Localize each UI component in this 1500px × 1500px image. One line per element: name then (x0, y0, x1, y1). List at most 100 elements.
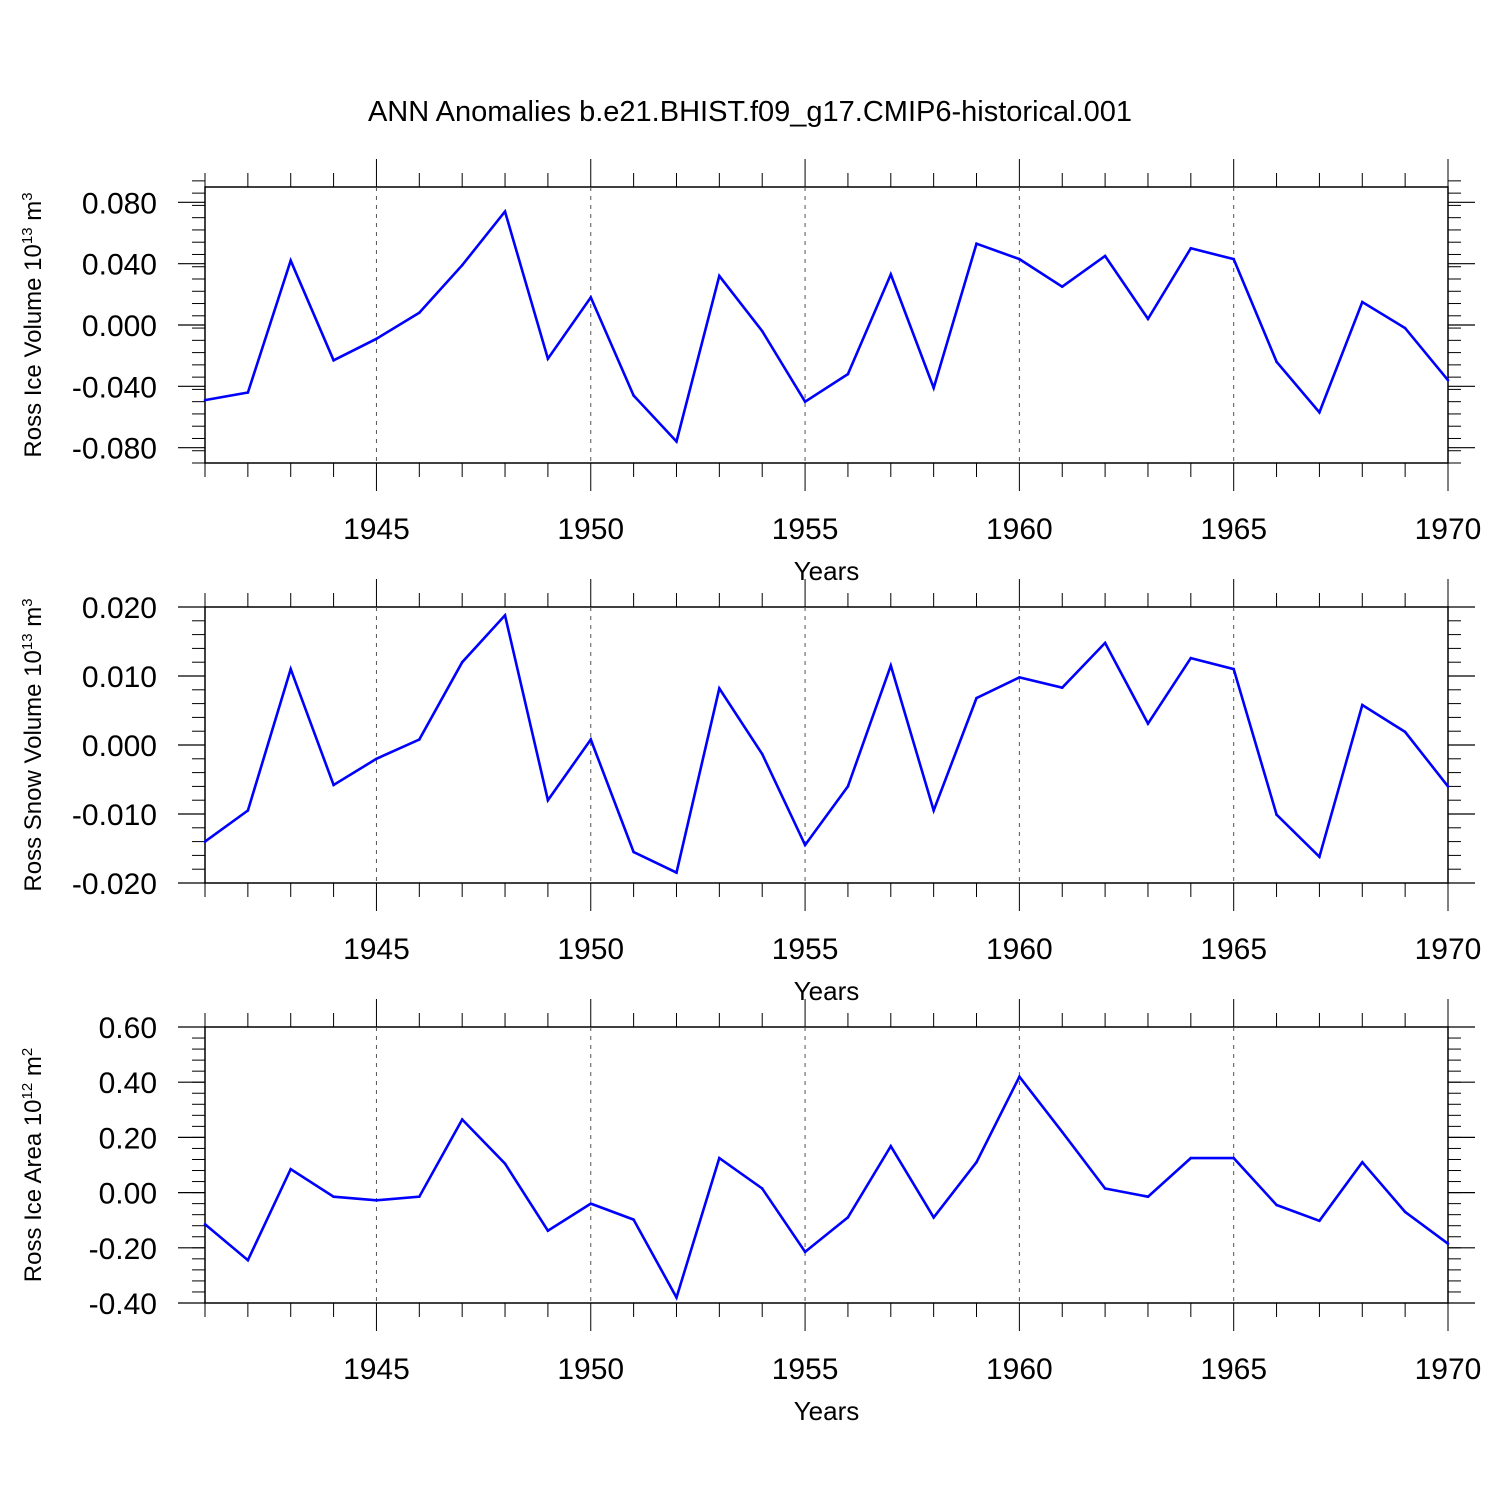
x-tick-label: 1945 (343, 513, 410, 546)
data-point (546, 357, 550, 361)
data-point (718, 1156, 721, 1160)
data-point (246, 391, 250, 394)
data-point (203, 1223, 207, 1226)
data-point (1103, 641, 1107, 645)
data-point (418, 738, 421, 741)
chart-title: ANN Anomalies b.e21.BHIST.f09_g17.CMIP6-… (367, 96, 1133, 128)
y-tick-label: 0.000 (82, 730, 157, 763)
data-point (418, 311, 421, 315)
x-tick-label: 1950 (557, 933, 624, 966)
y-tick-label: 0.020 (82, 592, 157, 625)
data-point (546, 1229, 550, 1232)
data-point (932, 1216, 935, 1219)
data-point (375, 337, 378, 341)
data-point (975, 1160, 978, 1164)
data-point (1189, 1156, 1193, 1160)
series-line (204, 208, 1450, 445)
x-axis-label: Years (794, 556, 860, 586)
data-point (760, 329, 764, 333)
y-tick-label: 0.00 (99, 1178, 157, 1211)
data-point (1189, 247, 1193, 250)
y-tick-label: 0.040 (82, 249, 157, 282)
data-point (932, 386, 935, 390)
data-point (1360, 1160, 1364, 1164)
x-tick-label: 1950 (557, 1353, 624, 1386)
data-point (1146, 317, 1150, 321)
data-point (589, 1202, 593, 1205)
data-point (846, 372, 850, 376)
data-point (546, 798, 550, 802)
data-point (332, 1195, 335, 1199)
data-point (1360, 300, 1364, 304)
data-point (803, 843, 807, 847)
y-tick-label: -0.020 (72, 868, 157, 901)
data-point (289, 1167, 293, 1171)
data-point (203, 840, 207, 843)
data-point (846, 785, 850, 788)
y-tick-label: 0.010 (82, 661, 157, 694)
data-point (1018, 676, 1021, 679)
x-tick-label: 1965 (1200, 1353, 1267, 1386)
x-tick-label: 1960 (986, 933, 1053, 966)
data-point (975, 242, 978, 246)
x-tick-label: 1970 (1415, 513, 1482, 546)
y-tick-label: 0.60 (99, 1012, 157, 1045)
data-point (1403, 730, 1407, 734)
data-point (246, 1258, 250, 1262)
data-point (889, 664, 893, 667)
data-point (375, 1199, 378, 1202)
data-point (1060, 1130, 1064, 1134)
data-point (1103, 254, 1107, 258)
data-point (889, 273, 893, 276)
data-point (1403, 326, 1407, 330)
x-tick-label: 1955 (772, 933, 839, 966)
data-point (760, 1187, 764, 1190)
data-point (1232, 257, 1235, 261)
data-point (503, 1162, 507, 1165)
y-tick-label: -0.20 (89, 1233, 157, 1266)
data-point (1232, 1156, 1235, 1160)
x-tick-label: 1955 (772, 1353, 839, 1386)
y-axis-label: Ross Ice Volume 1013 m3 (19, 192, 47, 457)
x-tick-label: 1955 (772, 513, 839, 546)
data-point (1275, 813, 1278, 816)
data-point (332, 358, 335, 362)
data-point (460, 1118, 464, 1121)
data-point (289, 667, 293, 671)
data-point (418, 1195, 421, 1199)
series-line (204, 1074, 1449, 1301)
y-axis-label: Ross Ice Area 1012 m2 (19, 1048, 47, 1282)
data-point (803, 400, 807, 403)
y-tick-label: 0.000 (82, 310, 157, 343)
x-axis-label: Years (794, 976, 860, 1006)
data-point (1318, 855, 1321, 859)
y-tick-label: 0.20 (99, 1122, 157, 1155)
data-point (375, 757, 378, 761)
data-point (1103, 1187, 1107, 1190)
data-point (589, 296, 593, 299)
data-point (460, 660, 464, 664)
x-tick-label: 1960 (986, 513, 1053, 546)
data-point (760, 752, 764, 756)
data-point (1060, 285, 1064, 288)
data-point (1275, 1203, 1278, 1207)
y-tick-label: -0.040 (72, 371, 157, 404)
y-tick-label: 0.080 (82, 187, 157, 220)
x-tick-label: 1965 (1200, 513, 1267, 546)
data-point (1018, 1075, 1021, 1078)
y-tick-label: 0.40 (99, 1067, 157, 1100)
plot-frame (204, 1026, 1449, 1304)
data-point (1275, 360, 1278, 364)
data-point (675, 440, 678, 443)
data-point (1446, 1242, 1450, 1245)
data-point (846, 1216, 850, 1219)
x-tick-label: 1945 (343, 1353, 410, 1386)
data-point (1446, 378, 1450, 382)
data-point (1403, 1210, 1407, 1214)
data-point (1060, 686, 1064, 690)
data-point (1318, 411, 1321, 414)
data-point (503, 210, 507, 213)
data-point (632, 394, 635, 397)
y-axis-label: Ross Snow Volume 1013 m3 (19, 598, 47, 891)
